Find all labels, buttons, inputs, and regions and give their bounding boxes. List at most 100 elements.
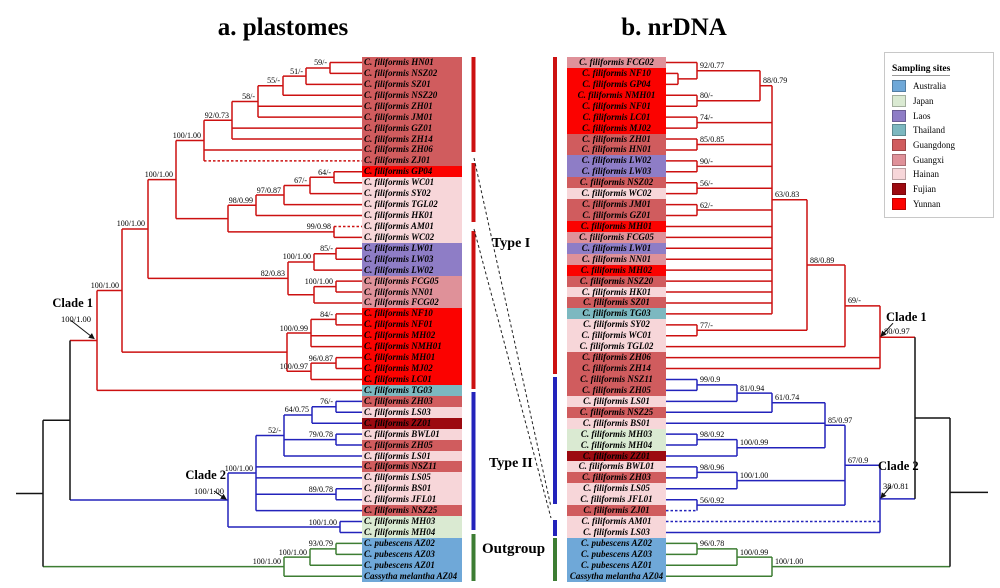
- type-bar-segment: [471, 163, 476, 222]
- taxon-label: C. filiformis FCG02: [364, 297, 439, 308]
- taxon-label: C. filiformis MH02: [364, 330, 436, 341]
- support-value: 100/1.00: [278, 547, 307, 557]
- legend-site-label: Guangxi: [913, 154, 944, 165]
- legend-color-swatch: [892, 168, 906, 181]
- taxon-row-bg: [362, 537, 462, 550]
- taxon-label: C. filiformis BS01: [364, 483, 432, 494]
- taxon-label: C. filiformis GZ01: [364, 122, 433, 133]
- taxon-row-bg: [567, 286, 666, 298]
- taxon-label: C. filiformis MH04: [364, 527, 436, 538]
- type-indicator-bars: [471, 57, 557, 581]
- taxon-row-bg: [362, 199, 462, 211]
- taxon-row-bg: [362, 461, 462, 473]
- support-value: 85/-: [320, 244, 333, 254]
- taxon-row-bg: [567, 417, 666, 430]
- taxon-label: C. filiformis WC01: [364, 177, 435, 188]
- support-value: 58/-: [242, 91, 255, 101]
- taxon-row-bg: [567, 330, 666, 342]
- taxon-label: C. filiformis TGL02: [579, 341, 654, 352]
- taxon-row-bg: [362, 100, 462, 113]
- support-value: 100/1.00: [172, 131, 201, 141]
- clade-arrow: [880, 322, 894, 337]
- taxon-row-bg: [362, 122, 462, 134]
- taxon-row-bg: [362, 78, 462, 91]
- taxon-row-bg: [362, 527, 462, 539]
- taxon-row-bg: [362, 559, 462, 572]
- taxon-correspondence-dashed-line: [473, 157, 552, 508]
- taxon-label: C. filiformis MH01: [580, 220, 653, 231]
- support-value: 52/-: [268, 425, 281, 435]
- taxon-label: C. filiformis MH04: [580, 439, 653, 450]
- taxon-row-bg: [567, 144, 666, 156]
- legend-site-label: Fujian: [913, 184, 937, 195]
- taxon-label: C. filiformis NSZ20: [364, 89, 438, 100]
- legend-color-swatch: [892, 124, 906, 137]
- taxon-label: C. filiformis LS05: [364, 472, 431, 483]
- taxon-row-bg: [567, 548, 666, 561]
- taxon-row-bg: [567, 155, 666, 167]
- taxon-label: C. filiformis LW03: [364, 253, 434, 264]
- taxon-row-bg: [362, 494, 462, 506]
- taxon-row-bg: [567, 111, 666, 123]
- clade-arrow: [880, 485, 892, 499]
- taxon-label: C. filiformis NSZ02: [364, 67, 438, 78]
- taxon-row-bg: [362, 297, 462, 309]
- taxon-row-bg: [362, 308, 462, 320]
- taxon-row-bg: [567, 384, 666, 397]
- support-value: 81/0.94: [740, 383, 765, 393]
- taxon-label: C. filiformis WC02: [364, 231, 435, 242]
- taxon-label: C. filiformis NSZ20: [579, 275, 654, 286]
- type-bar-segment: [471, 392, 476, 530]
- support-value: 55/-: [267, 76, 280, 86]
- taxon-label: C. filiformis SY02: [583, 319, 650, 330]
- taxon-row-bg: [567, 461, 666, 473]
- support-value: 100/1.00: [775, 557, 804, 567]
- taxon-label: C. filiformis NN01: [581, 253, 652, 264]
- support-value: 82/0.83: [260, 268, 285, 278]
- taxon-row-bg: [567, 395, 666, 408]
- taxon-label: C. filiformis ZH03: [582, 472, 651, 483]
- taxon-row-bg: [567, 505, 666, 517]
- support-value: 76/-: [320, 397, 333, 407]
- taxon-label: C. filiformis NSZ11: [364, 461, 437, 472]
- type-bar-segment: [553, 520, 557, 536]
- clade-arrow: [70, 320, 95, 340]
- taxon-row-bg: [362, 188, 462, 200]
- taxon-row-bg: [362, 57, 462, 69]
- taxon-label: C. filiformis JFL01: [364, 494, 437, 505]
- support-value: 67/-: [294, 175, 307, 185]
- taxon-row-bg: [362, 417, 462, 430]
- taxon-row-bg: [567, 188, 666, 200]
- taxon-label: C. filiformis LC01: [582, 111, 651, 122]
- taxon-label: C. filiformis JFL01: [580, 494, 653, 505]
- panel-b-title: b. nrDNA: [621, 14, 727, 41]
- taxon-label: C. filiformis MJ02: [364, 363, 433, 374]
- taxon-row-bg: [567, 122, 666, 134]
- taxon-row-bg: [362, 505, 462, 517]
- legend-color-swatch: [892, 95, 906, 108]
- taxon-label: C. filiformis ZH06: [364, 144, 433, 155]
- clade-support: 100/1.00: [61, 314, 91, 325]
- legend-item: Hainan: [892, 167, 989, 182]
- support-value: 77/-: [700, 320, 713, 330]
- support-value: 93/0.79: [308, 539, 333, 549]
- legend-item: Australia: [892, 79, 989, 94]
- taxon-label: C. filiformis BS01: [582, 417, 651, 428]
- support-value: 64/0.75: [284, 405, 309, 415]
- support-value: 56/0.92: [700, 495, 725, 505]
- taxon-row-bg: [567, 78, 666, 91]
- support-value: 100/0.99: [740, 547, 769, 557]
- taxon-row-bg: [567, 559, 666, 572]
- taxon-label: C. filiformis FCG02: [579, 57, 654, 68]
- taxon-row-bg: [362, 450, 462, 462]
- taxon-label: C. filiformis GZ01: [582, 210, 651, 221]
- legend-color-swatch: [892, 153, 906, 166]
- support-value: 100/1.00: [282, 252, 311, 262]
- taxon-label: C. filiformis TG03: [364, 384, 433, 395]
- taxon-label: C. filiformis ZH14: [582, 363, 651, 374]
- taxon-row-bg: [362, 319, 462, 331]
- taxon-row-bg: [362, 472, 462, 484]
- taxon-row-bg: [362, 352, 462, 364]
- support-value: 99/0.98: [306, 222, 331, 232]
